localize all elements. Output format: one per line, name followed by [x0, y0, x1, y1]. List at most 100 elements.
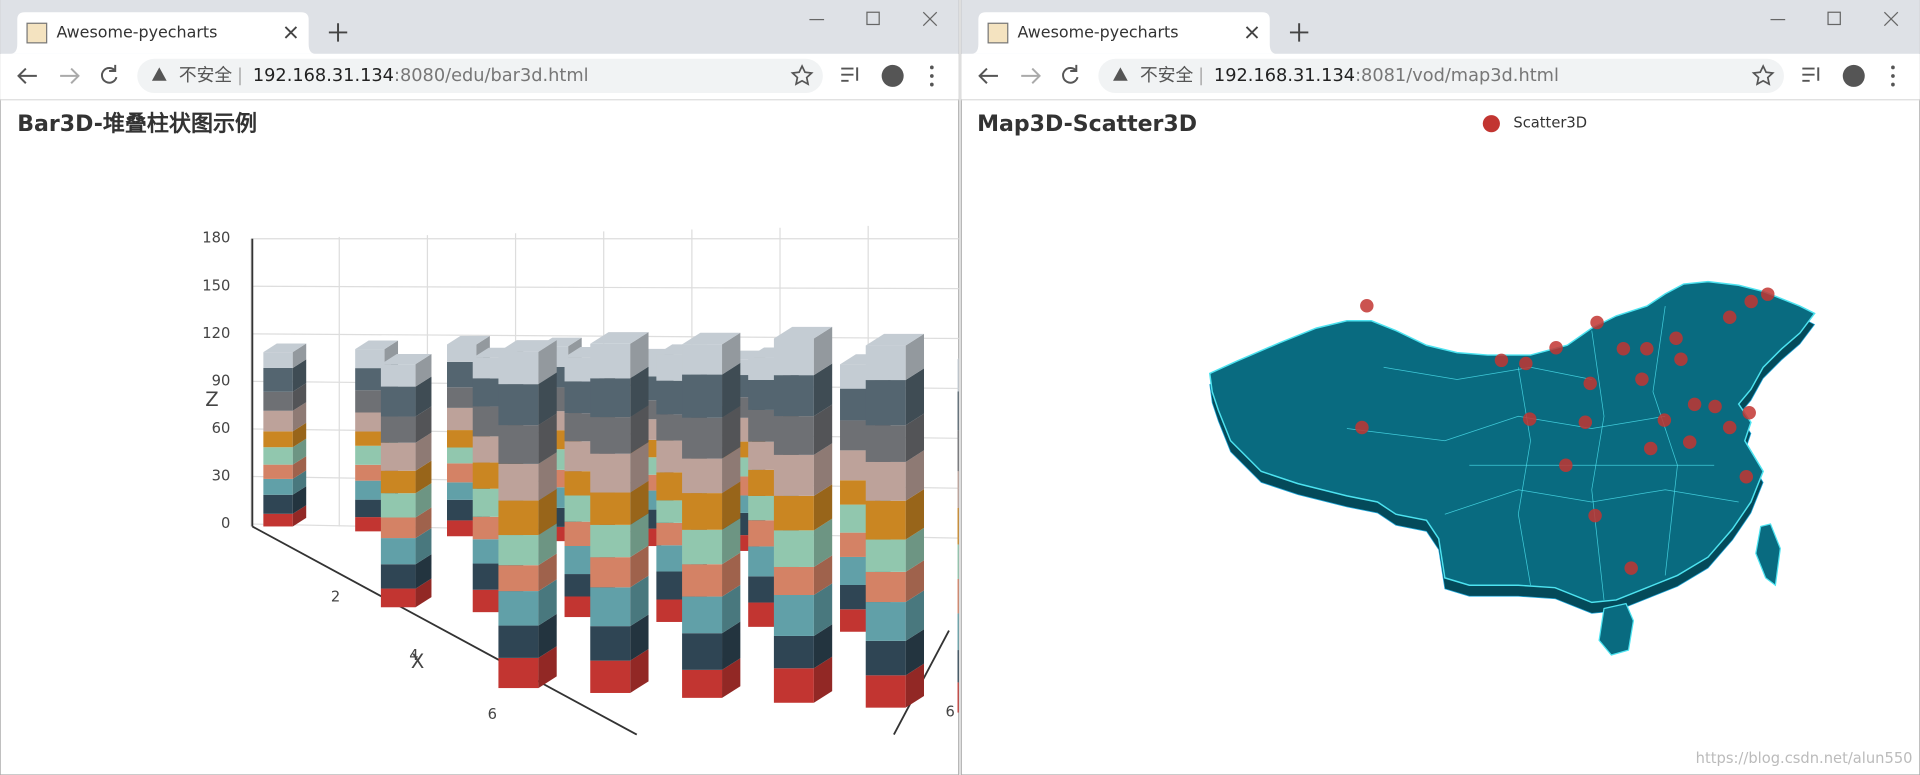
bar-side: [292, 343, 307, 368]
bar-segment: [355, 499, 385, 518]
y-tick-label: 6: [946, 704, 955, 721]
bar-side: [292, 438, 307, 465]
media-button[interactable]: [1802, 67, 1820, 82]
bar-side: [538, 523, 557, 566]
bar-segment: [773, 495, 814, 531]
address-bar[interactable]: [137, 58, 823, 94]
scatter-point: [1360, 298, 1374, 313]
bar-segment: [447, 361, 477, 388]
bar-segment: [498, 425, 539, 464]
bar-side: [538, 452, 557, 501]
media-button[interactable]: [841, 67, 859, 82]
scatter-point: [1674, 352, 1688, 366]
bar-segment: [773, 530, 814, 567]
bar-side: [722, 584, 741, 634]
close-button[interactable]: [1883, 11, 1899, 27]
scatter-point: [1494, 353, 1509, 368]
profile-button[interactable]: [881, 64, 904, 87]
bar-side: [415, 406, 432, 443]
tab-title: Awesome-pyecharts: [1018, 23, 1179, 42]
maximize-button[interactable]: [1827, 11, 1841, 26]
bar-segment: [498, 351, 539, 385]
url-host: 192.168.31.134: [253, 66, 394, 86]
bar-segment: [355, 464, 385, 481]
bar-segment: [682, 596, 723, 634]
map-surface: [1208, 280, 1816, 604]
bar-side: [813, 518, 833, 567]
bar-segment: [447, 344, 477, 362]
bar-side: [905, 663, 925, 708]
back-button[interactable]: [17, 67, 37, 84]
bar-side: [630, 575, 649, 627]
bar-segment: [957, 544, 959, 579]
maximize-button[interactable]: [866, 11, 880, 26]
scatter-point: [1722, 310, 1737, 325]
bar-segment: [773, 416, 814, 455]
bar-side: [722, 481, 741, 530]
profile-button[interactable]: [1842, 64, 1865, 87]
scatter-point: [1744, 294, 1758, 309]
bar-side: [630, 545, 649, 588]
bar-segment: [682, 529, 723, 565]
province-border: [1383, 366, 1592, 380]
bar-side: [630, 480, 649, 525]
bar-segment: [590, 492, 631, 525]
bar-side: [813, 443, 833, 496]
bar-side: [813, 555, 833, 595]
tab[interactable]: Awesome-pyecharts: [971, 12, 1278, 54]
bar-side: [813, 326, 833, 376]
close-button[interactable]: [922, 11, 938, 27]
bar-segment: [380, 517, 416, 539]
reload-button[interactable]: [101, 64, 118, 84]
bar-segment: [355, 412, 385, 432]
tab[interactable]: Awesome-pyecharts: [9, 12, 317, 54]
scatter-point: [1519, 356, 1533, 371]
separator: |: [1198, 66, 1204, 86]
bar-side: [630, 366, 649, 418]
bar-segment: [355, 517, 385, 532]
bar-side: [415, 578, 432, 608]
forward-button[interactable]: [1021, 67, 1041, 84]
bar-segment: [498, 565, 539, 592]
new-tab-button[interactable]: [328, 23, 348, 42]
bar-segment: [773, 375, 814, 417]
separator: |: [237, 66, 243, 86]
bar-side: [538, 372, 557, 426]
bar-side: [292, 486, 307, 514]
bar-side: [415, 432, 432, 471]
back-button[interactable]: [978, 67, 998, 84]
bar-top: [865, 333, 925, 346]
reload-button[interactable]: [1062, 64, 1079, 84]
bar-top: [773, 326, 833, 339]
bar-side: [722, 406, 741, 459]
forward-button[interactable]: [60, 67, 80, 84]
bar-side: [538, 579, 557, 626]
bar-side: [905, 333, 925, 381]
bookmark-star[interactable]: [1751, 64, 1775, 86]
scatter-point: [1616, 342, 1631, 356]
bar-side: [292, 505, 307, 527]
scatter-point: [1640, 342, 1654, 356]
address-bar[interactable]: [1098, 58, 1784, 94]
x-axis: [251, 525, 638, 736]
bar-top: [957, 358, 959, 360]
bar-segment: [773, 594, 814, 636]
warning-icon: [151, 67, 167, 81]
tab-close: [284, 26, 298, 39]
bar-segment: [498, 591, 539, 626]
new-tab-button[interactable]: [1289, 23, 1309, 42]
scatter-point: [1682, 435, 1697, 449]
bookmark-star[interactable]: [790, 64, 814, 86]
scatter-point: [1722, 420, 1737, 435]
bar-side: [292, 359, 307, 392]
z-tick-label: 60: [212, 420, 231, 437]
bar-segment: [447, 482, 477, 500]
bar-segment: [498, 535, 539, 566]
bar-segment: [957, 359, 959, 392]
tab-shape: [9, 12, 317, 54]
bar-segment: [263, 513, 293, 527]
bar-segment: [447, 499, 477, 521]
bar-segment: [957, 391, 959, 431]
bar-segment: [590, 626, 631, 661]
bar-segment: [355, 445, 385, 465]
